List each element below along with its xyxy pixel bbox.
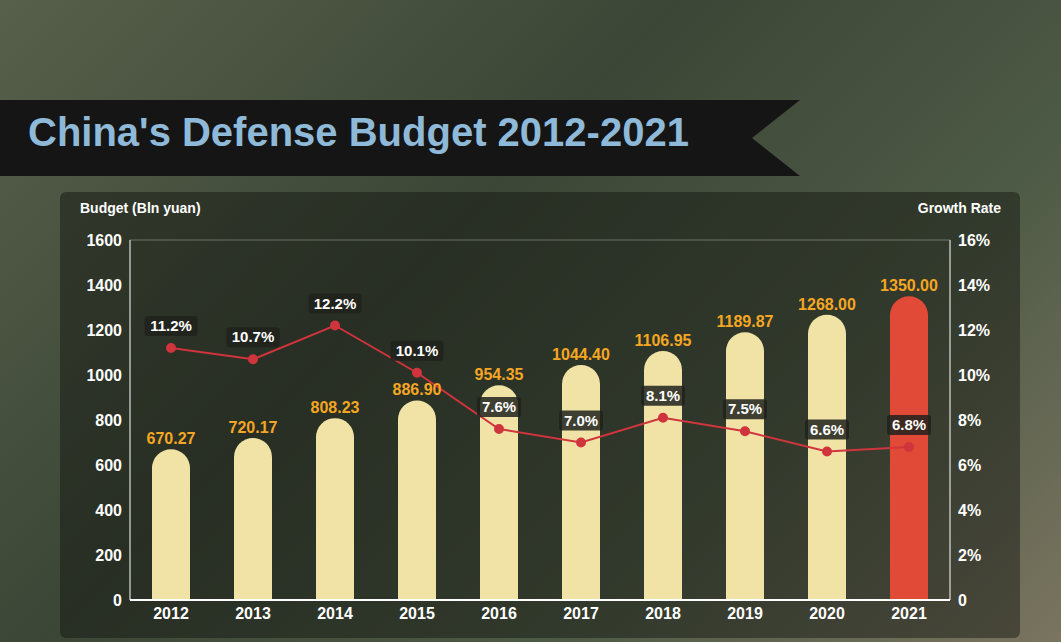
svg-text:7.5%: 7.5% [728, 400, 762, 417]
svg-text:8.1%: 8.1% [646, 387, 680, 404]
svg-text:14%: 14% [958, 277, 990, 294]
svg-text:1600: 1600 [86, 232, 122, 249]
html-text:China's Defense Budget 2012-20: China's Defense Budget 2012-2021 [28, 110, 689, 154]
svg-text:886.90: 886.90 [393, 381, 442, 398]
svg-text:10.1%: 10.1% [396, 342, 439, 359]
svg-text:400: 400 [95, 502, 122, 519]
svg-text:6.8%: 6.8% [892, 416, 926, 433]
html-text:Budget (Bln yuan): Budget (Bln yuan) [80, 200, 201, 216]
svg-text:0: 0 [958, 592, 967, 609]
svg-text:1400: 1400 [86, 277, 122, 294]
svg-text:1106.95: 1106.95 [635, 332, 692, 349]
svg-text:12.2%: 12.2% [314, 295, 357, 312]
svg-text:1000: 1000 [86, 367, 122, 384]
svg-text:954.35: 954.35 [475, 366, 524, 383]
svg-text:16%: 16% [958, 232, 990, 249]
svg-text:2019: 2019 [727, 605, 763, 622]
svg-text:11.2%: 11.2% [150, 317, 192, 334]
svg-text:10.7%: 10.7% [232, 328, 275, 345]
svg-text:800: 800 [95, 412, 122, 429]
svg-text:2017: 2017 [563, 605, 599, 622]
svg-text:2015: 2015 [399, 605, 435, 622]
svg-text:2014: 2014 [317, 605, 353, 622]
svg-text:600: 600 [95, 457, 122, 474]
svg-text:2018: 2018 [645, 605, 681, 622]
svg-text:2016: 2016 [481, 605, 517, 622]
svg-text:2%: 2% [958, 547, 981, 564]
svg-text:720.17: 720.17 [229, 419, 278, 436]
html-text:Growth Rate: Growth Rate [917, 200, 1001, 216]
svg-text:2021: 2021 [891, 605, 927, 622]
svg-text:1350.00: 1350.00 [880, 277, 938, 294]
svg-text:2020: 2020 [809, 605, 845, 622]
svg-text:12%: 12% [958, 322, 990, 339]
svg-text:8%: 8% [958, 412, 981, 429]
svg-text:2013: 2013 [235, 605, 271, 622]
svg-text:0: 0 [113, 592, 122, 609]
svg-text:4%: 4% [958, 502, 981, 519]
svg-text:1044.40: 1044.40 [552, 346, 610, 363]
svg-text:1200: 1200 [86, 322, 122, 339]
svg-text:6.6%: 6.6% [810, 421, 844, 438]
svg-text:7.0%: 7.0% [564, 412, 598, 429]
svg-text:670.27: 670.27 [147, 430, 196, 447]
svg-text:2012: 2012 [153, 605, 189, 622]
svg-text:7.6%: 7.6% [482, 398, 516, 415]
svg-text:808.23: 808.23 [311, 399, 360, 416]
svg-text:10%: 10% [958, 367, 990, 384]
svg-text:1268.00: 1268.00 [798, 296, 856, 313]
svg-text:6%: 6% [958, 457, 981, 474]
svg-text:1189.87: 1189.87 [717, 313, 774, 330]
svg-text:200: 200 [95, 547, 122, 564]
